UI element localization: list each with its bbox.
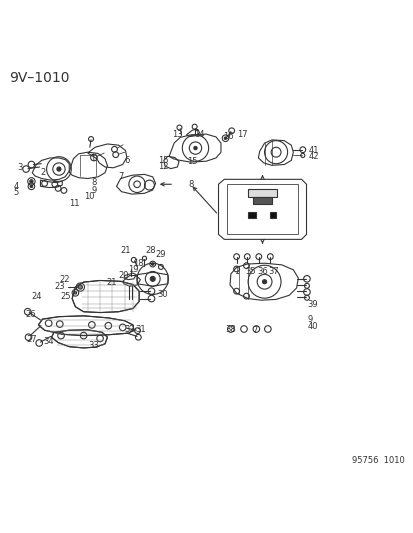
Text: 25: 25 [60, 292, 71, 301]
Text: 20: 20 [118, 271, 128, 280]
Text: 8: 8 [91, 178, 96, 187]
Text: 23: 23 [55, 282, 65, 290]
Text: 15: 15 [158, 156, 169, 165]
Text: 41: 41 [308, 146, 319, 155]
Text: 1: 1 [233, 267, 238, 276]
Text: 9: 9 [91, 185, 96, 195]
Polygon shape [269, 212, 275, 218]
Circle shape [224, 137, 226, 140]
Text: 16: 16 [223, 133, 233, 141]
Text: 24: 24 [31, 292, 41, 301]
Text: 28: 28 [145, 246, 156, 255]
Circle shape [30, 185, 33, 188]
Text: 8: 8 [188, 180, 193, 189]
Text: 32: 32 [124, 325, 135, 334]
Text: 31: 31 [135, 325, 145, 334]
Circle shape [151, 263, 154, 265]
Text: 35: 35 [245, 267, 256, 276]
Text: 17: 17 [236, 130, 247, 139]
Text: 6: 6 [124, 156, 130, 165]
Text: 29: 29 [155, 251, 166, 260]
Circle shape [30, 180, 33, 183]
Circle shape [150, 277, 155, 281]
Text: 15: 15 [187, 157, 197, 166]
Text: 18: 18 [133, 259, 143, 268]
Text: 39: 39 [307, 300, 318, 309]
Text: 5: 5 [14, 188, 19, 197]
Text: 38: 38 [225, 325, 236, 334]
Text: 27: 27 [26, 335, 37, 344]
Polygon shape [247, 212, 255, 218]
Text: 21: 21 [120, 246, 131, 255]
Text: 1: 1 [90, 154, 95, 163]
Circle shape [262, 280, 266, 284]
Text: 3: 3 [17, 163, 22, 172]
Text: 7: 7 [118, 172, 123, 181]
Text: 22: 22 [59, 275, 69, 284]
Text: 19: 19 [128, 265, 138, 274]
Circle shape [78, 285, 82, 289]
Text: 2: 2 [40, 168, 45, 177]
Text: 30: 30 [157, 290, 167, 299]
Circle shape [57, 167, 61, 171]
Text: 40: 40 [307, 322, 318, 331]
Text: 13: 13 [172, 131, 182, 140]
Polygon shape [252, 197, 271, 204]
Text: 21: 21 [107, 278, 117, 287]
Text: 95756  1010: 95756 1010 [351, 456, 404, 465]
Text: 36: 36 [256, 267, 267, 276]
Text: 4: 4 [14, 182, 19, 191]
Text: 7: 7 [252, 326, 257, 335]
Text: 26: 26 [25, 310, 36, 319]
Circle shape [193, 147, 197, 150]
Polygon shape [247, 189, 276, 197]
Text: 9: 9 [307, 316, 312, 325]
Text: 9V–1010: 9V–1010 [9, 71, 70, 85]
Text: 34: 34 [43, 337, 54, 346]
Text: 42: 42 [308, 152, 319, 161]
Text: 11: 11 [69, 199, 80, 208]
Text: 14: 14 [193, 131, 204, 140]
Text: 33: 33 [88, 341, 99, 350]
Text: 37: 37 [267, 267, 278, 276]
Text: 12: 12 [157, 162, 168, 171]
Text: 10: 10 [83, 192, 94, 201]
Circle shape [74, 292, 76, 294]
